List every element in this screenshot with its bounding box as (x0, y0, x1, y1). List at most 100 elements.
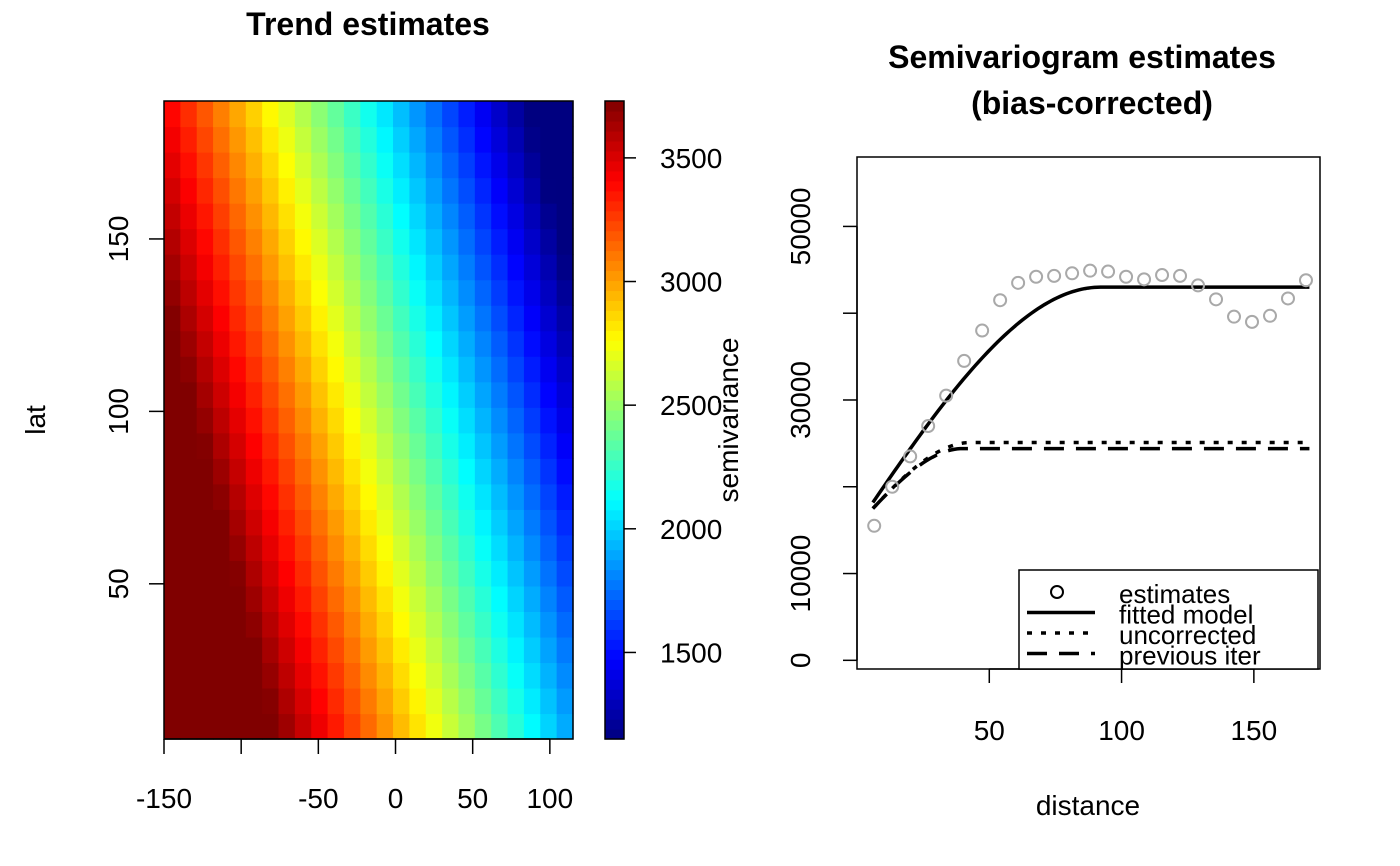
heatmap-cell (229, 177, 247, 204)
heatmap-cell (245, 330, 263, 357)
heatmap-cell (442, 279, 460, 306)
heatmap-cell (393, 279, 410, 306)
heatmap-cell (196, 407, 214, 434)
heatmap-cell (213, 713, 231, 740)
heatmap-cell (196, 356, 214, 383)
heatmap-cell (376, 152, 394, 179)
heatmap-cell (425, 687, 443, 715)
colorbar-swatch (605, 280, 624, 292)
heatmap-x-tick-label: 50 (457, 783, 488, 814)
colorbar (604, 100, 625, 740)
heatmap-cell (393, 611, 410, 638)
heatmap-cell (360, 432, 378, 459)
heatmap-cell (409, 254, 427, 281)
heatmap-cell (327, 228, 345, 255)
heatmap-cell (262, 126, 280, 153)
heatmap-cell (196, 636, 214, 664)
heatmap-cell (262, 687, 280, 715)
heatmap-cell (376, 228, 394, 255)
heatmap-cell (294, 534, 312, 561)
heatmap-cell (474, 228, 492, 255)
heatmap-cell (540, 662, 558, 689)
heatmap-cell (245, 381, 263, 408)
heatmap-cell (311, 713, 329, 740)
heatmap-cell (360, 407, 378, 434)
heatmap-cell (523, 407, 541, 434)
colorbar-swatch (605, 649, 624, 660)
colorbar-tick-label: 2000 (660, 514, 722, 545)
heatmap-cell (474, 177, 492, 204)
colorbar-swatch (605, 499, 624, 511)
colorbar-swatch (605, 699, 624, 710)
colorbar-swatch (605, 669, 624, 680)
heatmap-cell (180, 305, 198, 332)
heatmap-cell (278, 458, 296, 485)
heatmap-cell (180, 483, 198, 510)
variogram-point (1227, 309, 1242, 324)
heatmap-cell (491, 177, 509, 204)
heatmap-cell (245, 560, 263, 587)
heatmap-cell (229, 152, 247, 179)
heatmap-cell (327, 611, 345, 638)
heatmap-cell (376, 534, 394, 561)
variogram-point (903, 449, 918, 464)
heatmap-cell (393, 509, 410, 536)
heatmap-cell (442, 407, 460, 434)
heatmap-cell (245, 203, 263, 230)
heatmap-cell (474, 126, 492, 153)
heatmap-y-tick-label: 50 (103, 568, 134, 599)
heatmap-cell (196, 228, 214, 255)
heatmap-cell (294, 483, 312, 510)
heatmap-cell (491, 534, 509, 561)
heatmap-cell (343, 611, 361, 638)
heatmap-cell (393, 177, 410, 204)
heatmap-cell (540, 432, 558, 459)
heatmap-cell (294, 279, 312, 306)
heatmap-cell (245, 687, 263, 715)
heatmap-cell (343, 636, 361, 664)
heatmap-cell (442, 509, 460, 536)
heatmap-cell (294, 687, 312, 715)
heatmap-cell (556, 279, 574, 306)
heatmap-cell (213, 356, 231, 383)
heatmap-cell (164, 713, 181, 740)
heatmap-cell (393, 585, 410, 612)
heatmap-cell (213, 687, 231, 715)
heatmap-y-tick-label: 150 (103, 216, 134, 263)
heatmap-cell (458, 509, 476, 536)
heatmap-cell (360, 483, 378, 510)
heatmap-cell (180, 407, 198, 434)
trend-estimates-panel: Trend estimates -150 -50 0 50 100 50 100 150 l… (20, 6, 744, 814)
heatmap-cell (507, 458, 525, 485)
heatmap-cell (425, 432, 443, 459)
heatmap-cell (180, 279, 198, 306)
heatmap-cell (262, 483, 280, 510)
heatmap-cell (229, 381, 247, 408)
heatmap-cell (523, 228, 541, 255)
heatmap-cell (327, 254, 345, 281)
heatmap-cell (442, 585, 460, 612)
heatmap-cell (540, 687, 558, 715)
heatmap-cell (376, 636, 394, 664)
heatmap-cell (458, 305, 476, 332)
heatmap-cell (229, 509, 247, 536)
heatmap-cell (311, 585, 329, 612)
heatmap-cell (278, 687, 296, 715)
variogram-point (1011, 275, 1026, 290)
heatmap-cell (393, 152, 410, 179)
heatmap-cell (507, 687, 525, 715)
heatmap-cell (458, 203, 476, 230)
heatmap-cell (409, 687, 427, 715)
heatmap-cell (458, 126, 476, 153)
heatmap-cell (507, 254, 525, 281)
heatmap-cell (458, 254, 476, 281)
heatmap-cell (311, 305, 329, 332)
heatmap-cell (262, 228, 280, 255)
heatmap-cell (507, 585, 525, 612)
heatmap-cell (327, 356, 345, 383)
heatmap-cell (507, 432, 525, 459)
heatmap-cell (540, 611, 558, 638)
heatmap-cell (245, 126, 263, 153)
